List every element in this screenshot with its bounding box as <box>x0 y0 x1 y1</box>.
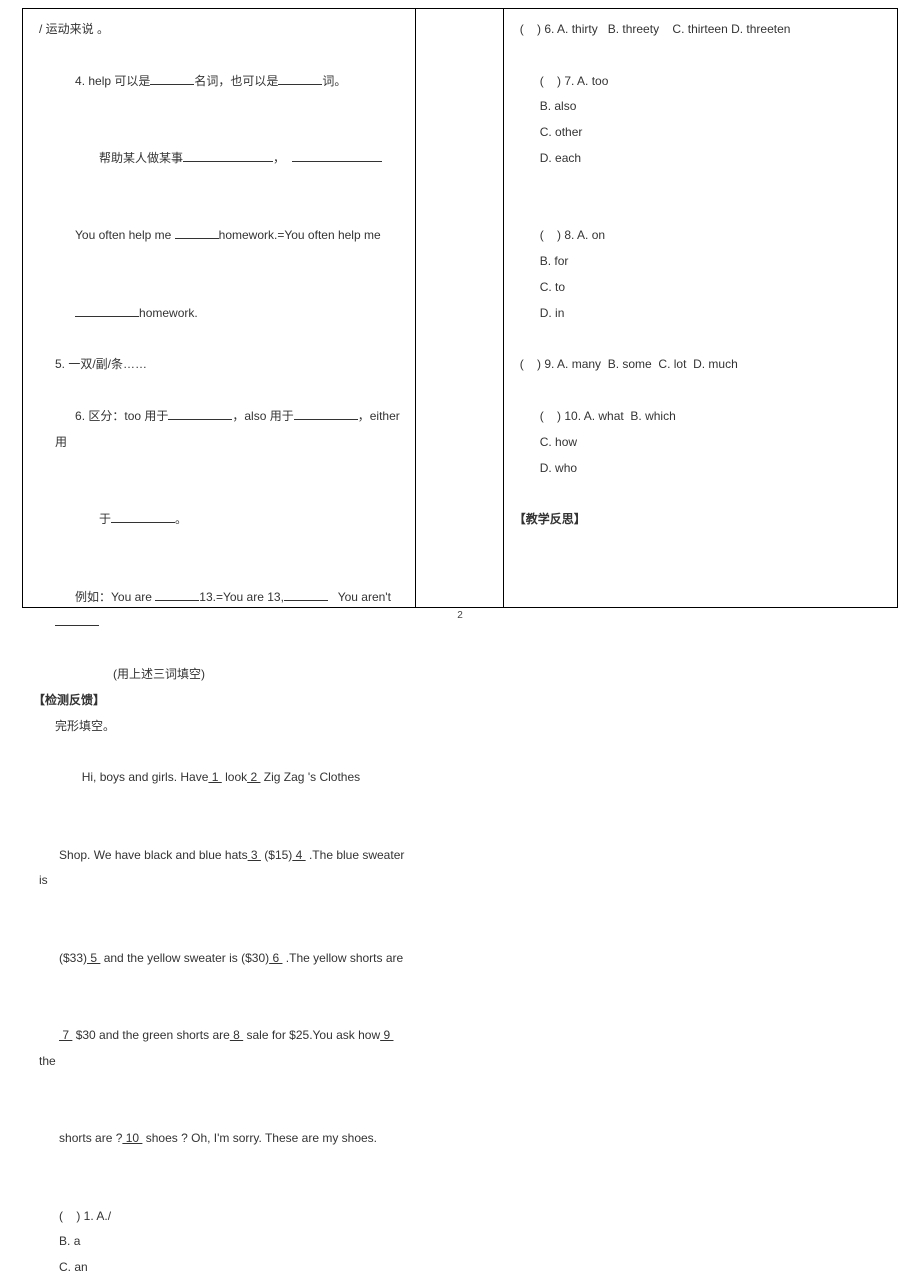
opt: C. to <box>540 275 620 301</box>
opt: D. in <box>540 306 565 320</box>
cloze-num: 6 <box>269 951 282 965</box>
text: Zig Zag 's Clothes <box>260 770 360 784</box>
blank <box>75 307 139 317</box>
text-line: 于。 <box>33 481 405 558</box>
text: Hi, boys and girls. Have <box>82 770 209 784</box>
blank <box>284 590 328 600</box>
blank <box>292 152 382 162</box>
text: ($33) <box>59 951 87 965</box>
cloze-num: 3 <box>248 848 261 862</box>
text-line: (用上述三词填空) <box>33 662 405 688</box>
cloze-num: 4 <box>292 848 305 862</box>
text-line: 6. 区分：too 用于，also 用于，either 用 <box>33 378 405 481</box>
text-line: 帮助某人做某事 ， <box>33 120 405 197</box>
blank <box>175 229 219 239</box>
blank <box>294 410 358 420</box>
text: shorts are ? <box>59 1131 122 1145</box>
text: 例如：You are <box>75 590 155 604</box>
text: 于 <box>99 512 111 526</box>
text-line: 完形填空。 <box>33 714 405 740</box>
blank <box>150 74 194 84</box>
opt: ( ) 7. A. too <box>540 69 650 95</box>
text: 帮助某人做某事 <box>99 151 183 165</box>
blank <box>278 74 322 84</box>
cloze-num: 5 <box>87 951 100 965</box>
opt: B. also <box>540 94 620 120</box>
opt: B. for <box>540 249 610 275</box>
text: look <box>222 770 247 784</box>
cloze-num: 1 <box>208 770 221 784</box>
text: 名词，也可以是 <box>194 74 278 88</box>
text: homework.=You often help me <box>219 228 381 242</box>
mc-question: ( ) 7. A. too B. also C. other D. each <box>514 43 887 198</box>
mc-question: ( ) 1. A./ B. a C. an D. the <box>33 1178 405 1274</box>
text: sale for $25.You ask how <box>243 1028 380 1042</box>
opt: ( ) 8. A. on <box>540 223 640 249</box>
opt: ( ) 1. A./ <box>59 1204 159 1230</box>
right-column: ( ) 6. A. thirty B. threety C. thirteen … <box>504 9 897 607</box>
text-line: ($33) 5 and the yellow sweater is ($30) … <box>33 920 405 997</box>
opt: C. an <box>59 1255 149 1274</box>
text: 4. help 可以是 <box>75 74 150 88</box>
mc-question: ( ) 6. A. thirty B. threety C. thirteen … <box>514 17 887 43</box>
text: ($15) <box>261 848 292 862</box>
text-line: You often help me homework.=You often he… <box>33 198 405 275</box>
text: ，also 用于 <box>232 409 293 423</box>
text: Shop. We have black and blue hats <box>59 848 248 862</box>
text: 13.=You are 13, <box>199 590 284 604</box>
section-heading: 【教学反思】 <box>514 507 887 533</box>
text: 词。 <box>322 74 346 88</box>
text: 。 <box>175 512 187 526</box>
text: You often help me <box>75 228 175 242</box>
cloze-num: 2 <box>247 770 260 784</box>
text: You aren't <box>328 590 394 604</box>
section-heading: 【检测反馈】 <box>33 688 405 714</box>
left-column: / 运动来说 。 4. help 可以是 名词，也可以是 词。 帮助某人做某事 ， Y… <box>23 9 416 607</box>
mc-question: ( ) 8. A. on B. for C. to D. in <box>514 198 887 353</box>
mc-question: ( ) 10. A. what B. which C. how D. who <box>514 378 887 507</box>
opt: B. a <box>59 1229 129 1255</box>
text: $30 and the green shorts are <box>72 1028 229 1042</box>
text: homework. <box>139 306 198 320</box>
text-line: Shop. We have black and blue hats 3 ($15… <box>33 817 405 920</box>
text-line: Hi, boys and girls. Have 1 look 2 Zig Za… <box>33 739 405 816</box>
page-frame: / 运动来说 。 4. help 可以是 名词，也可以是 词。 帮助某人做某事 ， Y… <box>22 8 898 608</box>
cloze-num: 8 <box>230 1028 243 1042</box>
text: shoes ? Oh, I'm sorry. These are my shoe… <box>142 1131 377 1145</box>
text-line: 5. 一双/副/条…… <box>33 352 405 378</box>
blank <box>111 513 175 523</box>
cloze-num: 9 <box>380 1028 393 1042</box>
text-line: 7 $30 and the green shorts are 8 sale fo… <box>33 997 405 1100</box>
blank <box>55 616 99 626</box>
blank <box>168 410 232 420</box>
text-line: / 运动来说 。 <box>33 17 405 43</box>
mc-question: ( ) 9. A. many B. some C. lot D. much <box>514 352 887 378</box>
text-line: 4. help 可以是 名词，也可以是 词。 <box>33 43 405 120</box>
text-line: 例如：You are 13.=You are 13, You aren't <box>33 559 405 662</box>
opt: ( ) 10. A. what B. which <box>540 404 710 430</box>
cloze-num: 10 <box>122 1131 142 1145</box>
text: 6. 区分：too 用于 <box>75 409 168 423</box>
opt: D. each <box>540 151 581 165</box>
opt: C. how <box>540 430 640 456</box>
text: and the yellow sweater is ($30) <box>100 951 269 965</box>
blank <box>183 152 273 162</box>
opt: C. other <box>540 120 630 146</box>
cloze-num: 7 <box>59 1028 72 1042</box>
text: ， <box>273 151 285 165</box>
blank <box>155 590 199 600</box>
opt: D. who <box>540 461 577 475</box>
middle-column <box>416 9 503 607</box>
text-line: shorts are ? 10 shoes ? Oh, I'm sorry. T… <box>33 1100 405 1177</box>
text-line: homework. <box>33 275 405 352</box>
text: .The yellow shorts are <box>282 951 403 965</box>
